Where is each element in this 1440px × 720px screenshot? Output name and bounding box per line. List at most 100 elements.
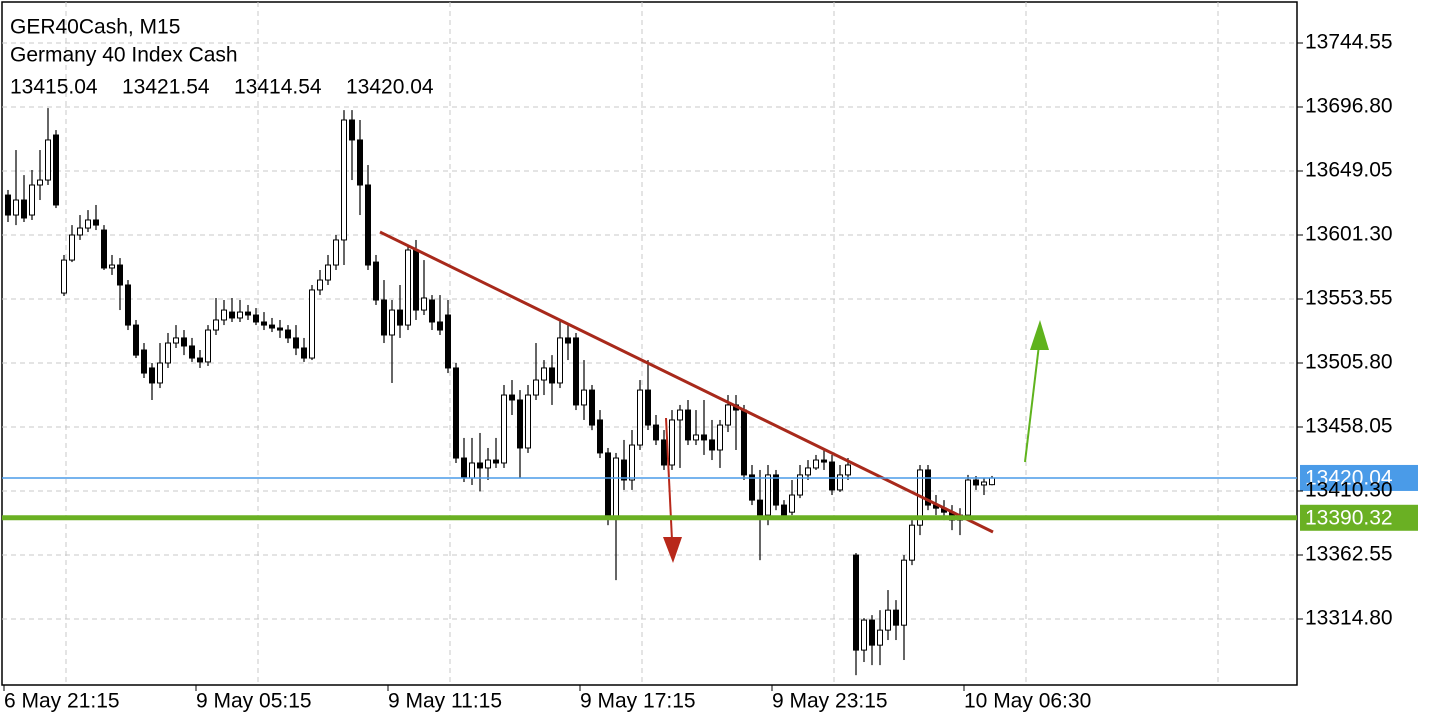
candle-body — [789, 494, 795, 513]
candle-body — [5, 194, 11, 216]
candle-body — [661, 439, 667, 466]
candle-body — [621, 459, 627, 481]
y-tick-label: 13553.55 — [1305, 287, 1393, 310]
candle-body — [677, 409, 683, 421]
candle-body — [237, 311, 243, 319]
candle-body — [773, 474, 779, 506]
candle-body — [589, 389, 595, 426]
candle-body — [597, 419, 603, 454]
candle-body — [989, 477, 995, 486]
candle-body — [645, 389, 651, 426]
candle-body — [381, 299, 387, 336]
candle-body — [221, 309, 227, 321]
candle-body — [605, 452, 611, 519]
candle-body — [149, 367, 155, 384]
up-arrow-head — [1030, 320, 1049, 350]
candle-body — [333, 239, 339, 266]
candle-body — [477, 462, 483, 469]
candle-body — [45, 139, 51, 181]
x-tick-label: 6 May 21:15 — [4, 690, 120, 713]
candle-body — [101, 229, 107, 269]
candle-body — [837, 474, 843, 491]
candle-body — [509, 394, 515, 401]
candle-body — [653, 424, 659, 441]
candle-body — [765, 474, 771, 516]
candle-body — [541, 367, 547, 381]
candle-body — [821, 459, 827, 463]
candle-body — [309, 289, 315, 359]
y-tick-label: 13362.55 — [1305, 543, 1393, 566]
candle-body — [861, 619, 867, 651]
candle-body — [341, 119, 347, 241]
candle-body — [85, 219, 91, 229]
candle-body — [157, 362, 163, 384]
annotations — [379, 230, 1049, 563]
y-tick-label: 13601.30 — [1305, 223, 1393, 246]
candle-body — [93, 219, 99, 226]
candle-body — [885, 609, 891, 631]
candle-body — [397, 309, 403, 326]
last-open: 13415.04 — [10, 76, 98, 99]
candle-body — [229, 311, 235, 319]
candle-body — [29, 184, 35, 216]
candle-body — [445, 314, 451, 369]
candle-body — [421, 297, 427, 311]
candle-body — [813, 459, 819, 469]
up-arrow-shaft — [1024, 344, 1040, 463]
trendline — [379, 230, 994, 534]
down-arrow-head — [663, 537, 682, 563]
candle-body — [277, 327, 283, 331]
price-labels: 13390.32 13420.04 — [2, 464, 1418, 531]
candle-body — [709, 439, 715, 451]
candle-body — [213, 319, 219, 331]
candle-body — [469, 462, 475, 479]
candle-body — [669, 419, 675, 466]
candle-body — [373, 261, 379, 301]
candle-body — [717, 424, 723, 451]
description: Germany 40 Index Cash — [10, 44, 238, 67]
candle-body — [125, 284, 131, 326]
candle-body — [749, 474, 755, 501]
candle-body — [637, 389, 643, 446]
candle-body — [413, 249, 419, 311]
candle-body — [493, 459, 499, 464]
y-tick-label: 13696.80 — [1305, 95, 1393, 118]
candle-body — [901, 559, 907, 626]
candle-body — [181, 337, 187, 347]
candle-body — [53, 134, 59, 206]
candle-body — [973, 479, 979, 486]
y-tick-label: 13410.30 — [1305, 479, 1393, 502]
candle-body — [317, 279, 323, 291]
candle-body — [389, 309, 395, 336]
candle-body — [253, 314, 259, 323]
candle-body — [285, 329, 291, 339]
candle-body — [261, 321, 267, 326]
x-tick-label: 9 May 11:15 — [388, 690, 502, 713]
candle-body — [437, 321, 443, 331]
candle-body — [877, 629, 883, 646]
candle-body — [173, 337, 179, 344]
candle-body — [869, 619, 875, 646]
x-tick-label: 9 May 23:15 — [772, 690, 888, 713]
candle-body — [805, 467, 811, 476]
candle-body — [453, 367, 459, 459]
candle-body — [893, 609, 899, 626]
candle-body — [245, 311, 251, 316]
candle-body — [77, 227, 83, 236]
candle-body — [757, 499, 763, 516]
candle-body — [189, 345, 195, 359]
last-high: 13421.54 — [122, 76, 210, 99]
candle-body — [133, 324, 139, 356]
candle-body — [965, 479, 971, 516]
candle-body — [405, 249, 411, 326]
candle-body — [301, 347, 307, 359]
candle-body — [573, 337, 579, 406]
candles — [5, 108, 995, 676]
candle-body — [549, 367, 555, 384]
y-tick-label: 13314.80 — [1305, 607, 1393, 630]
candle-body — [517, 399, 523, 449]
candle-body — [37, 179, 43, 186]
symbol: GER40Cash, M15 — [10, 16, 180, 39]
candle-body — [501, 394, 507, 464]
